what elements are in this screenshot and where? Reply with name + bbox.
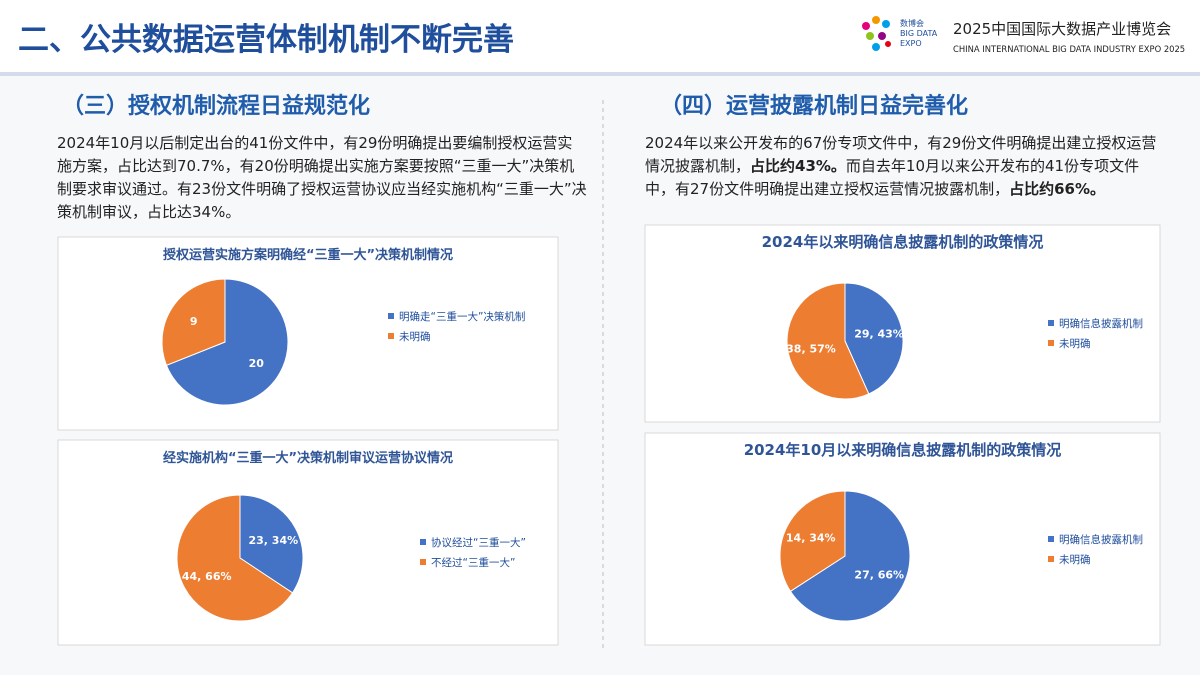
section-heading: （三）授权机制流程日益规范化 xyxy=(62,94,371,119)
data-label: 27, 66% xyxy=(854,569,904,582)
expo-name: 2025中国国际大数据产业博览会 xyxy=(953,20,1171,38)
logo-text: EXPO xyxy=(900,39,922,48)
data-label: 14, 34% xyxy=(786,531,836,544)
pie-slice xyxy=(844,282,904,395)
logo-text: 数博会 xyxy=(900,18,924,28)
legend-label: 未明确 xyxy=(1059,337,1091,350)
text: 2024年以来公开发布的67份专项文件中，有29份文件明确提出建立授权运营情况披… xyxy=(645,134,1157,175)
chart-title: 2024年10月以来明确信息披露机制的政策情况 xyxy=(744,441,1062,459)
pie-slice xyxy=(165,278,289,406)
legend-label: 明确信息披露机制 xyxy=(1059,317,1143,330)
legend-label: 明确走“三重一大”决策机制 xyxy=(399,310,525,323)
chart-frame xyxy=(57,439,559,646)
paragraph: 2024年10月以后制定出台的41份文件中，有29份明确提出要编制授权运营实施方… xyxy=(57,132,587,224)
pie-slice xyxy=(779,490,846,593)
data-label: 38, 57% xyxy=(786,342,836,355)
chart-title: 经实施机构“三重一大”决策机制审议运营协议情况 xyxy=(163,450,453,466)
legend-label: 不经过“三重一大” xyxy=(431,556,515,569)
legend-swatch xyxy=(1048,536,1054,542)
data-label: 20 xyxy=(249,357,265,370)
text: 而自去年10月以来公开发布的41份专项文件中，有27份文件明确提出建立授权运营情… xyxy=(645,157,1140,198)
pie-slice xyxy=(786,282,870,400)
data-label: 9 xyxy=(190,315,198,328)
pie-slice xyxy=(789,490,911,622)
legend-swatch xyxy=(1048,556,1054,562)
logo-text: BIG DATA xyxy=(900,29,938,38)
text: 占比约66%。 xyxy=(1009,180,1105,198)
data-label: 44, 66% xyxy=(182,570,232,583)
header-bar xyxy=(0,0,1200,72)
chart-title: 2024年以来明确信息披露机制的政策情况 xyxy=(762,233,1044,251)
legend-label: 未明确 xyxy=(1059,553,1091,566)
text: 2024年10月以后制定出台的41份文件中，有29份明确提出要编制授权运营实施方… xyxy=(57,134,587,221)
pie-slice xyxy=(176,494,294,622)
paragraph: 2024年以来公开发布的67份专项文件中，有29份文件明确提出建立授权运营情况披… xyxy=(645,132,1165,201)
data-label: 23, 34% xyxy=(248,534,298,547)
chart-frame xyxy=(57,236,559,431)
pie-slice xyxy=(161,278,226,366)
page-title: 二、公共数据运营体制机制不断完善 xyxy=(18,22,514,58)
text: 占比约43%。 xyxy=(750,157,846,175)
section-heading: （四）运营披露机制日益完善化 xyxy=(660,94,969,119)
legend-label: 未明确 xyxy=(399,330,431,343)
legend-swatch xyxy=(1048,320,1054,326)
legend-swatch xyxy=(420,559,426,565)
expo-name-en: CHINA INTERNATIONAL BIG DATA INDUSTRY EX… xyxy=(953,44,1185,54)
header-rule xyxy=(0,72,1200,76)
legend-swatch xyxy=(388,313,394,319)
chart-title: 授权运营实施方案明确经“三重一大”决策机制情况 xyxy=(163,247,453,263)
legend-swatch xyxy=(420,539,426,545)
legend-label: 协议经过“三重一大” xyxy=(431,536,526,549)
data-label: 29, 43% xyxy=(854,328,904,341)
legend-label: 明确信息披露机制 xyxy=(1059,533,1143,546)
chart-frame xyxy=(644,224,1161,423)
legend-swatch xyxy=(388,333,394,339)
legend-swatch xyxy=(1048,340,1054,346)
logo-icon xyxy=(862,16,891,51)
